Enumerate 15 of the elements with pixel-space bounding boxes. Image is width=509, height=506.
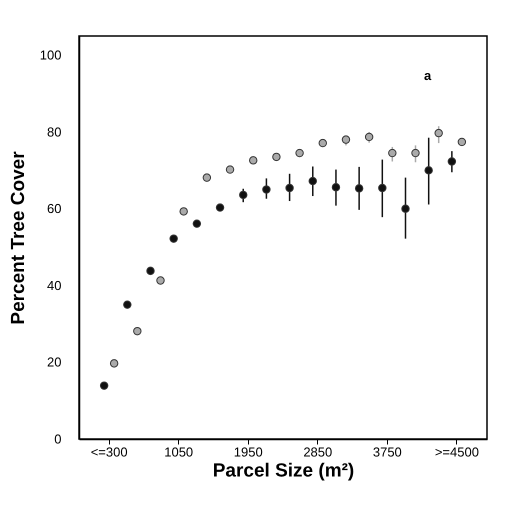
x-tick-label: 3750 — [372, 444, 402, 460]
y-tick-label: 100 — [40, 48, 62, 63]
x-tick-label: >=4500 — [434, 444, 479, 460]
y-tick-label: 40 — [47, 278, 62, 293]
x-axis-title: Parcel Size (m²) — [212, 460, 354, 482]
x-tick-label: <=300 — [90, 444, 128, 460]
y-tick-label: 60 — [47, 201, 62, 216]
x-tick-label: 1050 — [164, 444, 194, 460]
x-tick-label: 1950 — [234, 444, 263, 460]
y-tick-label: 0 — [54, 432, 62, 446]
x-tick-label: 2850 — [303, 444, 332, 460]
annotation: a — [424, 68, 432, 83]
y-tick-label: 80 — [47, 124, 62, 140]
y-axis-title: Percent Tree Cover — [8, 150, 29, 325]
y-tick-label: 20 — [47, 354, 62, 370]
